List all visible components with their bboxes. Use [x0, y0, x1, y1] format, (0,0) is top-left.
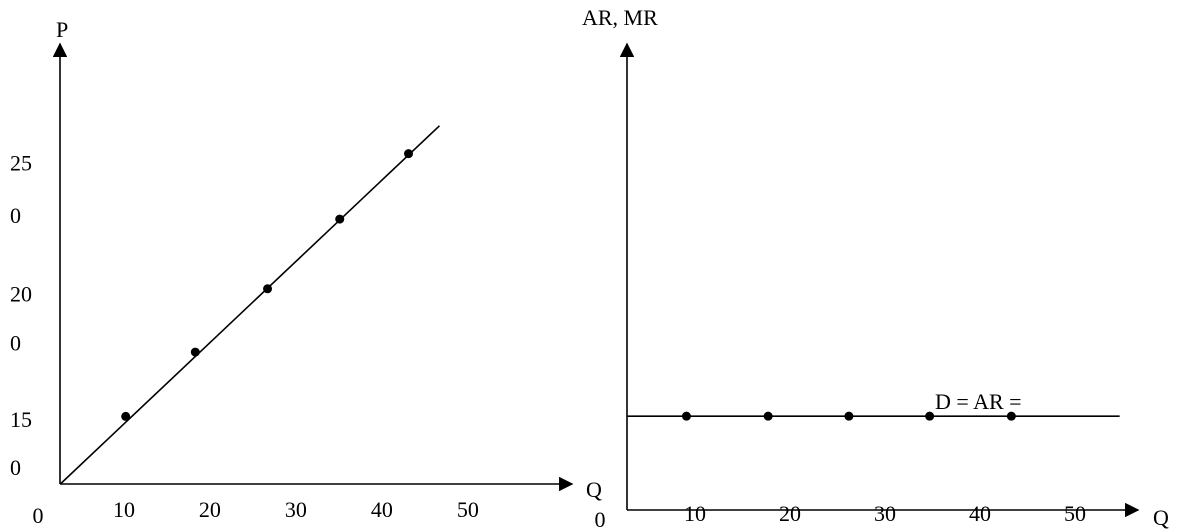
- y-axis-label: P: [56, 17, 68, 42]
- point: [844, 411, 854, 421]
- y-tick-label: 15: [10, 407, 32, 432]
- x-tick-label: 0: [595, 507, 606, 529]
- curve: [59, 125, 441, 485]
- point: [681, 411, 691, 421]
- point: [263, 284, 273, 294]
- point: [925, 411, 935, 421]
- y-tick-label: 25: [10, 151, 32, 176]
- right-axes: AR, MR Q D = AR =: [582, 5, 1169, 529]
- y-tick-label: 0: [10, 331, 21, 356]
- point: [404, 149, 414, 159]
- point: [335, 214, 345, 224]
- y-tick-label: 0: [10, 455, 21, 480]
- left-axes: P Q: [52, 17, 602, 502]
- y-axis-label: AR, MR: [582, 5, 658, 30]
- point: [763, 411, 773, 421]
- x-axis-label: Q: [586, 477, 602, 502]
- x-tick-label: 10: [113, 497, 135, 522]
- x-tick-label: 0: [33, 503, 44, 528]
- x-tick-label: 10: [684, 501, 706, 526]
- x-tick-label: 20: [779, 501, 801, 526]
- x-tick-label: 40: [969, 501, 991, 526]
- x-tick-label: 50: [457, 497, 479, 522]
- y-tick-label: 20: [10, 281, 32, 306]
- annotation: D = AR =: [935, 389, 1022, 414]
- x-tick-label: 50: [1064, 501, 1086, 526]
- point: [190, 347, 200, 357]
- x-axis-label: Q: [1153, 505, 1169, 529]
- point: [1006, 411, 1016, 421]
- x-tick-label: 40: [371, 497, 393, 522]
- point: [121, 411, 131, 421]
- x-tick-label: 30: [874, 501, 896, 526]
- x-tick-label: 20: [199, 497, 221, 522]
- x-tick-label: 30: [285, 497, 307, 522]
- y-tick-label: 0: [10, 203, 21, 228]
